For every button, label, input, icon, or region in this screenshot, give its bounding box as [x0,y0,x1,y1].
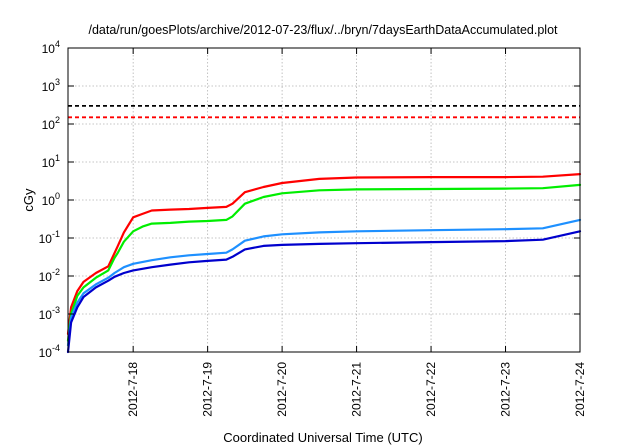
y-tick-base: 10 [39,232,53,246]
y-tick-exponent: -2 [52,267,60,277]
y-tick-exponent: 1 [55,153,60,163]
x-tick-label: 2012-7-22 [424,362,438,417]
y-tick-exponent: 0 [55,191,60,201]
grid-lines [68,48,580,352]
y-tick-base: 10 [42,42,56,56]
y-tick-exponent: -3 [52,305,60,315]
data-series [66,173,582,354]
y-tick-exponent: 4 [55,39,60,49]
series-line [66,173,582,335]
x-tick-label: 2012-7-21 [350,362,364,417]
y-tick-label: 10-1 [39,229,60,246]
y-tick-label: 102 [42,115,60,132]
y-tick-label: 10-3 [39,305,60,322]
y-tick-label: 103 [42,77,60,94]
x-tick-label: 2012-7-19 [201,362,215,417]
y-tick-exponent: 2 [55,115,60,125]
chart-title: /data/run/goesPlots/archive/2012-07-23/f… [88,23,558,37]
y-tick-base: 10 [42,156,56,170]
series-line [66,183,582,342]
y-tick-exponent: -1 [52,229,60,239]
y-tick-exponent: -4 [52,343,60,353]
series-line [66,218,582,347]
x-tick-label: 2012-7-18 [126,362,140,417]
series-line [66,230,582,354]
y-axis-label: cGy [21,188,36,212]
y-tick-base: 10 [39,308,53,322]
y-tick-label: 10-2 [39,267,60,284]
y-tick-label: 10-4 [39,343,60,360]
y-tick-label: 101 [42,153,60,170]
x-tick-label: 2012-7-24 [573,362,587,417]
x-axis-label: Coordinated Universal Time (UTC) [223,430,422,445]
x-tick-label: 2012-7-20 [275,362,289,417]
y-tick-base: 10 [39,270,53,284]
threshold-lines [68,104,580,119]
y-tick-label: 104 [42,39,60,56]
y-tick-base: 10 [42,194,56,208]
x-tick-labels: 2012-7-18 2012-7-19 2012-7-20 2012-7-21 2012… [126,48,587,417]
y-tick-label: 100 [42,191,60,208]
y-tick-base: 10 [42,80,56,94]
x-tick-label: 2012-7-23 [499,362,513,417]
y-tick-base: 10 [39,346,53,360]
y-tick-exponent: 3 [55,77,60,87]
y-tick-base: 10 [42,118,56,132]
